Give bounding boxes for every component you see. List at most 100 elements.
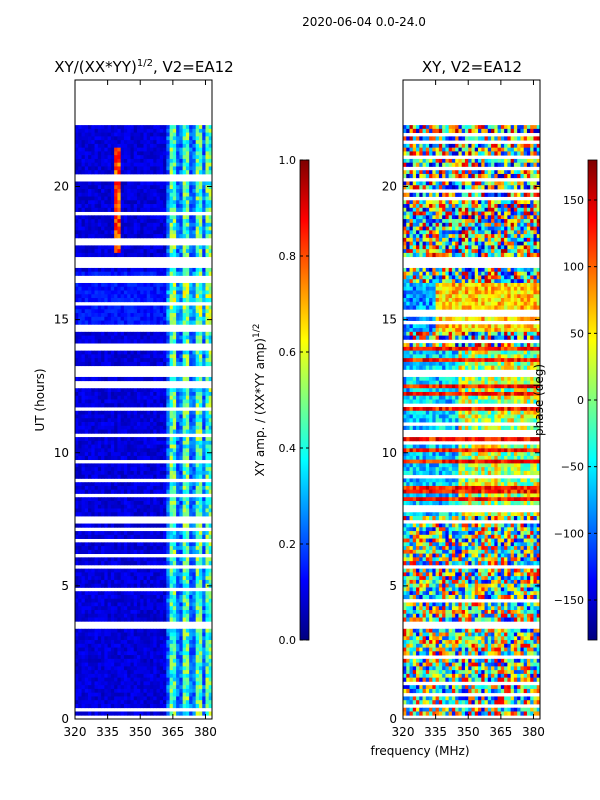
heatmap-cell (159, 354, 164, 359)
heatmap-cell (81, 696, 86, 701)
heatmap-cell (84, 685, 89, 690)
heatmap-cell (123, 437, 128, 442)
heatmap-cell (127, 331, 131, 336)
heatmap-cell (84, 463, 89, 468)
heatmap-cell (185, 181, 190, 186)
heatmap-cell (166, 215, 170, 220)
heatmap-cell (202, 444, 206, 449)
heatmap-cell (78, 252, 82, 258)
heatmap-cell (78, 403, 82, 408)
heatmap-cell (104, 602, 109, 607)
heatmap-cell (91, 685, 95, 690)
heatmap-cell (153, 504, 157, 509)
heatmap-cell (153, 132, 157, 137)
heatmap-cell (110, 132, 115, 137)
heatmap-cell (172, 207, 177, 212)
heatmap-cell (117, 140, 122, 145)
heatmap-cell (195, 331, 200, 336)
heatmap-cell (127, 673, 131, 679)
heatmap-cell (202, 361, 206, 367)
heatmap-cell (159, 640, 164, 645)
heatmap-cell (192, 568, 197, 573)
heatmap-cell (81, 658, 86, 664)
heatmap-cell (153, 358, 157, 363)
heatmap-cell (179, 140, 184, 145)
heatmap-cell (120, 643, 125, 648)
heatmap-cell (133, 666, 138, 671)
heatmap-cell (198, 219, 203, 224)
heatmap-cell (78, 467, 82, 472)
heatmap-cell (195, 628, 200, 633)
heatmap-cell (117, 331, 122, 336)
heatmap-cell (114, 463, 118, 468)
heatmap-cell (159, 422, 164, 427)
heatmap-cell (130, 662, 135, 667)
heatmap-cell (130, 549, 135, 555)
heatmap-cell (153, 166, 157, 171)
heatmap-cell (101, 557, 105, 562)
heatmap-cell (107, 422, 112, 427)
heatmap-cell (146, 643, 151, 648)
heatmap-cell (101, 143, 105, 149)
heatmap-cell (136, 444, 141, 449)
heatmap-cell (205, 617, 210, 622)
heatmap-cell (169, 636, 174, 641)
heatmap-cell (185, 568, 190, 573)
heatmap-cell (163, 196, 167, 201)
heatmap-cell (127, 485, 131, 491)
heatmap-cell (169, 305, 174, 310)
heatmap-cell (81, 215, 86, 220)
heatmap-cell (133, 207, 138, 212)
heatmap-cell (205, 474, 210, 479)
heatmap-cell (202, 158, 206, 164)
heatmap-cell (136, 425, 141, 430)
heatmap-cell (101, 568, 105, 573)
heatmap-cell (110, 204, 115, 209)
heatmap-cell (133, 485, 138, 491)
heatmap-cell (136, 166, 141, 171)
heatmap-cell (159, 222, 164, 227)
heatmap-cell (75, 200, 79, 205)
heatmap-cell (146, 688, 151, 694)
heatmap-cell (156, 655, 161, 660)
heatmap-cell (123, 143, 128, 149)
heatmap-cell (198, 403, 203, 408)
heatmap-cell (133, 331, 138, 336)
heatmap-cell (159, 140, 164, 145)
heatmap-cell (182, 568, 187, 573)
heatmap-cell (195, 196, 200, 201)
heatmap-cell (185, 222, 190, 227)
heatmap-cell (88, 185, 92, 190)
heatmap-cell (91, 422, 95, 427)
heatmap-cell (97, 670, 102, 675)
heatmap-cell (198, 230, 203, 235)
heatmap-cell (88, 549, 92, 555)
heatmap-cell (110, 151, 115, 156)
heatmap-cell (78, 189, 82, 194)
heatmap-cell (78, 316, 82, 321)
heatmap-cell (185, 531, 190, 536)
heatmap-cell (189, 549, 193, 555)
heatmap-cell (110, 557, 115, 562)
heatmap-cell (120, 294, 125, 299)
heatmap-cell (159, 249, 164, 254)
heatmap-cell (172, 606, 177, 611)
heatmap-cell (97, 245, 102, 250)
heatmap-cell (202, 500, 206, 506)
heatmap-cell (101, 132, 105, 137)
heatmap-cell (130, 290, 135, 295)
heatmap-cell (107, 523, 112, 528)
heatmap-cell (133, 226, 138, 231)
heatmap-cell (75, 576, 79, 581)
heatmap-cell (182, 572, 187, 577)
heatmap-cell (143, 662, 148, 667)
heatmap-cell (189, 632, 193, 637)
heatmap-cell (166, 143, 170, 149)
heatmap-cell (208, 125, 212, 130)
heatmap-cell (114, 335, 118, 340)
heatmap-cell (123, 399, 128, 404)
heatmap-cell (104, 271, 109, 276)
heatmap-cell (159, 463, 164, 468)
heatmap-cell (78, 267, 82, 273)
heatmap-cell (169, 230, 174, 235)
